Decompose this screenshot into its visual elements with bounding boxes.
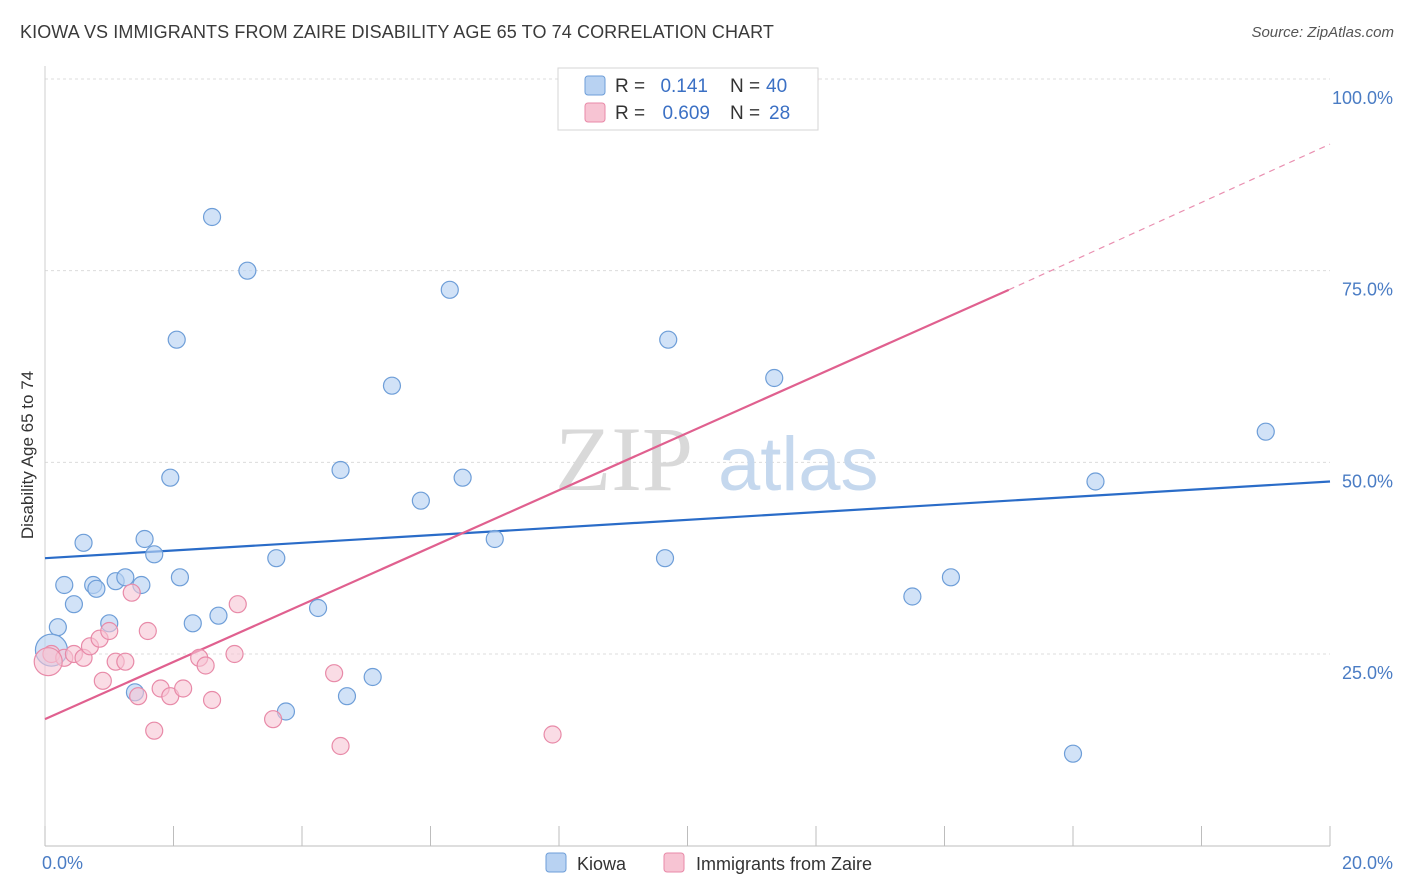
zaire-point xyxy=(225,644,244,664)
kiowa-point xyxy=(941,568,961,587)
legend-n-label-2: N = xyxy=(730,103,760,124)
zaire-point xyxy=(145,721,164,740)
kiowa-point xyxy=(903,587,922,606)
legend-n-value-1: 40 xyxy=(766,76,787,97)
zaire-point xyxy=(263,710,283,729)
zaire-point xyxy=(325,664,344,683)
kiowa-point xyxy=(308,598,328,618)
watermark: ZIP atlas xyxy=(555,408,879,510)
y-tick-label: 100.0% xyxy=(1332,88,1393,108)
y-tick-label: 25.0% xyxy=(1342,663,1393,683)
zaire-point xyxy=(202,690,222,710)
trend-line-zaire-extrapolated xyxy=(1008,143,1331,291)
kiowa-point xyxy=(363,667,382,687)
x-tick-label: 0.0% xyxy=(42,853,83,873)
legend-swatch-kiowa xyxy=(584,75,606,96)
zaire-point xyxy=(129,687,148,706)
chart-title: KIOWA VS IMMIGRANTS FROM ZAIRE DISABILIT… xyxy=(20,22,775,42)
legend-r-label-1: R = xyxy=(615,76,645,97)
zaire-point xyxy=(33,647,63,677)
kiowa-point xyxy=(382,376,402,395)
kiowa-point xyxy=(1086,472,1105,491)
kiowa-point xyxy=(116,568,135,587)
zaire-point xyxy=(100,621,119,641)
kiowa-point xyxy=(440,280,459,299)
zaire-point xyxy=(93,671,112,690)
stats-legend: R = 0.141 N = 40 R = 0.609 N = 28 xyxy=(557,67,819,131)
legend-r-label-2: R = xyxy=(615,103,645,124)
kiowa-point xyxy=(48,618,67,637)
source-note: Source: ZipAtlas.com xyxy=(1251,24,1394,41)
y-axis-title: Disability Age 65 to 74 xyxy=(18,371,37,539)
legend-kiowa-label: Kiowa xyxy=(577,854,627,874)
kiowa-point xyxy=(267,549,286,568)
kiowa-point xyxy=(765,368,784,388)
tick-labels: 25.0% 50.0% 75.0% 100.0% 0.0% 20.0% xyxy=(42,88,1393,873)
trend-line-zaire xyxy=(44,288,1010,721)
legend-zaire-label: Immigrants from Zaire xyxy=(696,854,872,874)
kiowa-point xyxy=(337,687,357,706)
zaire-point xyxy=(122,583,141,602)
kiowa-point xyxy=(453,468,472,487)
zaire-point xyxy=(228,595,247,614)
legend-r-value-2: 0.609 xyxy=(662,103,710,124)
watermark-zip: ZIP xyxy=(555,408,693,510)
legend-n-value-2: 28 xyxy=(769,103,790,124)
zaire-point xyxy=(331,736,350,756)
y-tick-label: 50.0% xyxy=(1342,471,1393,491)
trend-lines xyxy=(44,143,1331,721)
series-legend: Kiowa Immigrants from Zaire xyxy=(545,852,872,874)
kiowa-point xyxy=(485,529,504,549)
zaire-point xyxy=(138,621,157,641)
axes xyxy=(44,66,1331,847)
kiowa-point xyxy=(64,595,84,614)
kiowa-point xyxy=(1256,422,1275,441)
kiowa-point xyxy=(202,207,222,227)
kiowa-point xyxy=(161,468,180,487)
legend-swatch-zaire-bottom xyxy=(663,852,685,873)
gridlines xyxy=(45,78,1330,655)
kiowa-point xyxy=(331,460,350,480)
kiowa-point xyxy=(145,545,164,564)
kiowa-point xyxy=(209,606,228,625)
kiowa-point xyxy=(659,330,678,349)
legend-swatch-zaire xyxy=(584,102,606,123)
kiowa-point xyxy=(135,529,154,549)
zaire-point xyxy=(543,725,562,744)
zaire-point xyxy=(116,652,135,671)
watermark-atlas: atlas xyxy=(718,422,879,507)
zaire-point xyxy=(196,656,215,675)
x-tick-label: 20.0% xyxy=(1342,853,1393,873)
kiowa-point xyxy=(183,614,202,633)
kiowa-point xyxy=(167,330,186,349)
trend-line-kiowa xyxy=(44,480,1331,560)
kiowa-point xyxy=(55,575,74,595)
legend-swatch-kiowa-bottom xyxy=(545,852,567,873)
kiowa-point xyxy=(411,491,430,510)
kiowa-point xyxy=(1063,744,1083,763)
kiowa-point xyxy=(238,261,257,280)
kiowa-point xyxy=(87,579,106,598)
kiowa-point xyxy=(74,533,93,552)
kiowa-point xyxy=(655,549,675,568)
legend-n-label-1: N = xyxy=(730,76,760,97)
y-tick-label: 75.0% xyxy=(1342,280,1393,300)
legend-r-value-1: 0.141 xyxy=(660,76,708,97)
kiowa-point xyxy=(170,568,190,587)
zaire-point xyxy=(174,679,193,698)
